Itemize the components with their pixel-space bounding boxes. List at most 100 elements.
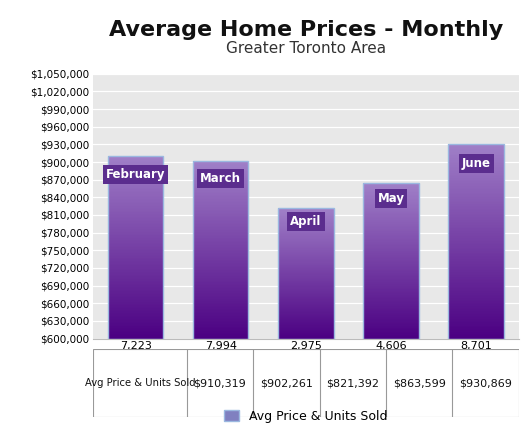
Bar <box>448 277 504 279</box>
Bar <box>108 319 163 320</box>
Bar <box>448 176 504 178</box>
Bar <box>448 332 504 334</box>
Bar <box>193 325 248 327</box>
Bar <box>278 231 334 232</box>
Bar <box>108 220 163 221</box>
Bar <box>448 171 504 173</box>
Bar <box>278 226 334 227</box>
Bar <box>278 309 334 310</box>
Bar <box>278 326 334 328</box>
Bar <box>278 319 334 320</box>
Bar <box>193 267 248 269</box>
Bar <box>193 216 248 217</box>
Bar <box>108 272 163 273</box>
Bar <box>363 270 419 271</box>
Bar <box>193 210 248 211</box>
Bar <box>108 167 163 168</box>
Bar <box>363 299 419 300</box>
Bar <box>108 266 163 267</box>
Bar <box>193 296 248 297</box>
Bar <box>278 283 334 284</box>
Bar <box>193 272 248 273</box>
Bar <box>278 228 334 229</box>
Bar <box>108 226 163 227</box>
Bar <box>363 218 419 220</box>
Bar <box>278 227 334 228</box>
Bar <box>193 184 248 186</box>
Bar <box>108 288 163 290</box>
Bar <box>108 217 163 218</box>
Bar <box>108 250 163 252</box>
Bar <box>193 273 248 275</box>
Bar <box>193 281 248 282</box>
Bar <box>278 256 334 257</box>
Bar <box>278 222 334 224</box>
Bar <box>193 300 248 302</box>
Bar <box>448 201 504 202</box>
Bar <box>448 162 504 163</box>
Bar <box>448 269 504 270</box>
Bar <box>193 285 248 286</box>
Bar <box>108 284 163 285</box>
Bar <box>108 303 163 305</box>
Bar <box>108 218 163 220</box>
Bar <box>193 302 248 303</box>
Bar <box>278 280 334 281</box>
Bar <box>448 312 504 314</box>
Text: Greater Toronto Area: Greater Toronto Area <box>226 41 386 56</box>
Bar <box>448 290 504 292</box>
Bar <box>363 287 419 288</box>
Bar <box>448 249 504 251</box>
Bar <box>108 331 163 332</box>
Bar <box>448 282 504 283</box>
Bar <box>108 273 163 275</box>
Bar <box>363 316 419 318</box>
Bar <box>278 310 334 311</box>
Bar <box>363 291 419 292</box>
Bar <box>363 207 419 208</box>
Bar <box>363 230 419 231</box>
Text: Average Home Prices - Monthly: Average Home Prices - Monthly <box>109 20 503 39</box>
Bar <box>363 225 419 226</box>
Bar <box>193 263 248 264</box>
Bar <box>108 183 163 185</box>
Bar <box>363 201 419 203</box>
Bar <box>448 222 504 224</box>
Bar <box>448 199 504 201</box>
Bar <box>363 240 419 242</box>
Bar <box>278 209 334 210</box>
Bar <box>193 220 248 221</box>
Bar <box>193 257 248 259</box>
Bar <box>278 273 334 274</box>
Bar <box>448 173 504 175</box>
Bar <box>108 299 163 300</box>
Bar <box>193 256 248 257</box>
Bar <box>363 197 419 199</box>
Bar <box>363 221 419 222</box>
Bar <box>448 322 504 324</box>
Bar <box>363 231 419 233</box>
Bar <box>193 161 248 162</box>
Bar <box>448 150 504 152</box>
Bar <box>448 220 504 222</box>
Bar <box>193 183 248 184</box>
Bar <box>448 236 504 238</box>
Bar <box>193 226 248 227</box>
Bar <box>193 316 248 318</box>
Bar <box>363 297 419 299</box>
Bar <box>448 158 504 160</box>
Bar <box>278 243 334 244</box>
Bar <box>278 284 334 285</box>
Bar <box>278 255 334 256</box>
Bar <box>108 165 163 167</box>
Bar <box>108 300 163 302</box>
Bar <box>448 306 504 308</box>
Bar <box>278 291 334 292</box>
Bar <box>193 291 248 293</box>
Bar <box>193 269 248 270</box>
Bar <box>108 229 163 230</box>
Bar <box>448 301 504 303</box>
Bar <box>108 194 163 195</box>
Bar <box>448 259 504 261</box>
Bar <box>108 221 163 223</box>
